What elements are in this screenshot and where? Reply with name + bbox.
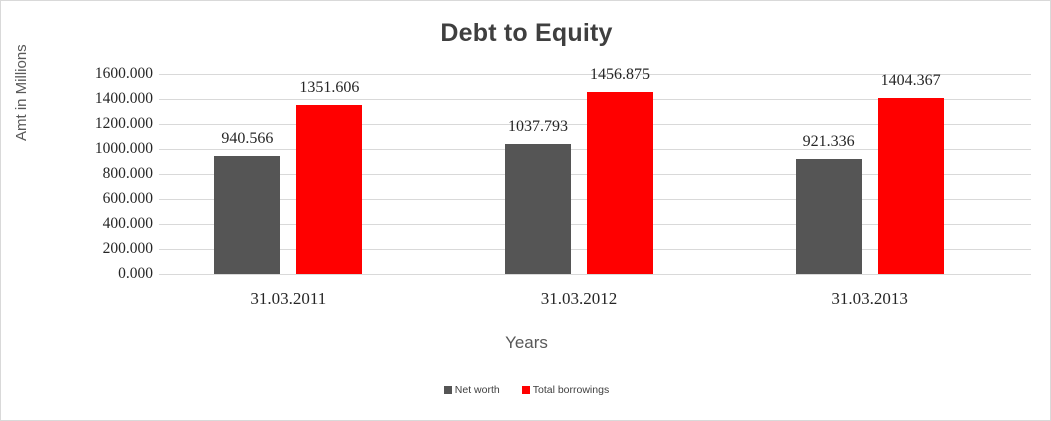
- gridline: [159, 74, 1031, 75]
- x-axis-category-label: 31.03.2011: [250, 289, 327, 308]
- legend-label: Net worth: [454, 384, 500, 396]
- bar-value-label: 1351.606: [299, 79, 360, 97]
- x-axis-category-label: 31.03.2013: [831, 289, 908, 308]
- bar-net-worth-31.03.2011[interactable]: [214, 156, 281, 274]
- y-axis-tick-label: 1600.000: [94, 65, 153, 82]
- legend-swatch-icon: [443, 386, 452, 394]
- chart-title: Debt to Equity: [440, 19, 613, 47]
- plot-area: [159, 74, 1031, 275]
- x-axis-category-label: 31.03.2012: [540, 289, 618, 308]
- legend-swatch-icon: [521, 386, 530, 394]
- y-axis-title: Amt in Millions: [13, 44, 30, 141]
- y-axis-tick-label: 1000.000: [94, 140, 153, 157]
- bar-value-label: 1456.875: [590, 65, 650, 83]
- bar-net-worth-31.03.2013[interactable]: [795, 158, 862, 274]
- y-axis-tick-label: 1400.000: [94, 90, 153, 107]
- bar-value-label: 921.336: [802, 132, 855, 150]
- bar-value-label: 940.566: [221, 130, 274, 148]
- bar-total-borrowings-31.03.2012[interactable]: [587, 91, 653, 274]
- x-axis-title: Years: [505, 333, 548, 352]
- y-axis-tick-label: 0.000: [118, 265, 153, 282]
- bar-total-borrowings-31.03.2013[interactable]: [877, 98, 944, 274]
- y-axis-tick-label: 200.000: [102, 240, 153, 257]
- chart-legend: Net worth Total borrowings: [1, 384, 1050, 396]
- legend-item[interactable]: Net worth: [443, 384, 500, 396]
- y-axis-tick-label: 1200.000: [94, 115, 153, 132]
- bar-total-borrowings-31.03.2011[interactable]: [296, 105, 363, 274]
- y-axis-tick-labels: 1600.000 1400.000 1200.000 1000.000 800.000 6…: [51, 65, 153, 282]
- y-axis-tick-label: 800.000: [102, 165, 153, 182]
- y-axis-tick-label: 400.000: [102, 215, 153, 232]
- bar-value-label: 1404.367: [880, 72, 941, 90]
- bar-net-worth-31.03.2012[interactable]: [505, 144, 571, 274]
- legend-label: Total borrowings: [532, 384, 610, 396]
- bar-value-label: 1037.793: [508, 118, 568, 136]
- legend-item[interactable]: Total borrowings: [521, 384, 610, 396]
- y-axis-tick-label: 600.000: [102, 190, 153, 207]
- x-axis-line: [159, 274, 1031, 275]
